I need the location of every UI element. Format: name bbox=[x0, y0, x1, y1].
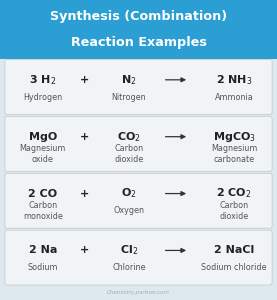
Text: Magnesium
oxide: Magnesium oxide bbox=[20, 144, 66, 164]
Text: 2 CO: 2 CO bbox=[28, 189, 58, 199]
Text: 3 H$_2$: 3 H$_2$ bbox=[29, 73, 57, 87]
Text: Chlorine: Chlorine bbox=[112, 263, 145, 272]
Text: 2 NH$_3$: 2 NH$_3$ bbox=[216, 73, 252, 87]
Text: Cl$_2$: Cl$_2$ bbox=[120, 244, 138, 257]
Text: N$_2$: N$_2$ bbox=[121, 73, 137, 87]
Text: +: + bbox=[80, 189, 89, 199]
Text: Ammonia: Ammonia bbox=[215, 93, 253, 102]
Text: Sodium chloride: Sodium chloride bbox=[201, 263, 267, 272]
FancyBboxPatch shape bbox=[0, 0, 277, 58]
Text: +: + bbox=[80, 75, 89, 85]
Text: +: + bbox=[80, 132, 89, 142]
Text: Magnesium
carbonate: Magnesium carbonate bbox=[211, 144, 257, 164]
FancyBboxPatch shape bbox=[5, 230, 272, 285]
Text: Reaction Examples: Reaction Examples bbox=[71, 36, 206, 49]
Text: Oxygen: Oxygen bbox=[113, 206, 144, 215]
Text: Hydrogen: Hydrogen bbox=[23, 93, 63, 102]
Text: Synthesis (Combination): Synthesis (Combination) bbox=[50, 10, 227, 23]
Text: Sodium: Sodium bbox=[28, 263, 58, 272]
Text: Chemistry.partner.com: Chemistry.partner.com bbox=[107, 290, 170, 295]
Text: Carbon
dioxide: Carbon dioxide bbox=[114, 144, 143, 164]
FancyBboxPatch shape bbox=[5, 173, 272, 228]
Text: Carbon
monoxide: Carbon monoxide bbox=[23, 201, 63, 220]
Text: O$_2$: O$_2$ bbox=[121, 187, 137, 200]
Text: 2 NaCl: 2 NaCl bbox=[214, 245, 254, 255]
FancyBboxPatch shape bbox=[5, 116, 272, 171]
FancyBboxPatch shape bbox=[5, 59, 272, 114]
Text: +: + bbox=[80, 245, 89, 255]
Text: MgCO$_3$: MgCO$_3$ bbox=[212, 130, 256, 144]
Text: 2 CO$_2$: 2 CO$_2$ bbox=[216, 187, 252, 200]
Text: Carbon
dioxide: Carbon dioxide bbox=[219, 201, 249, 220]
Text: MgO: MgO bbox=[29, 132, 57, 142]
Text: Nitrogen: Nitrogen bbox=[111, 93, 146, 102]
Text: CO$_2$: CO$_2$ bbox=[117, 130, 141, 144]
Text: 2 Na: 2 Na bbox=[29, 245, 57, 255]
